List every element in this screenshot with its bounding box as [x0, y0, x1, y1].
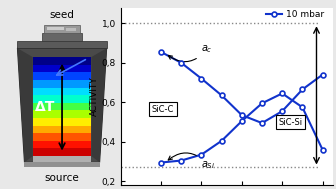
- Polygon shape: [33, 133, 91, 141]
- Polygon shape: [33, 88, 91, 95]
- Polygon shape: [33, 141, 91, 148]
- Polygon shape: [33, 118, 91, 125]
- Polygon shape: [47, 27, 65, 30]
- Polygon shape: [17, 48, 33, 162]
- Polygon shape: [17, 41, 107, 48]
- Polygon shape: [33, 125, 91, 133]
- Polygon shape: [33, 72, 91, 80]
- Polygon shape: [42, 33, 82, 41]
- Polygon shape: [17, 48, 107, 162]
- Y-axis label: ACTIVITY: ACTIVITY: [90, 77, 99, 116]
- Polygon shape: [33, 148, 91, 156]
- Polygon shape: [33, 65, 91, 72]
- Text: $a_c$: $a_c$: [168, 43, 213, 62]
- Text: $a_{Si}$: $a_{Si}$: [168, 153, 216, 171]
- Polygon shape: [91, 48, 107, 162]
- Text: seed: seed: [50, 10, 75, 20]
- Polygon shape: [33, 57, 91, 65]
- Polygon shape: [33, 110, 91, 118]
- Polygon shape: [33, 80, 91, 88]
- Polygon shape: [66, 29, 76, 31]
- Text: source: source: [45, 173, 79, 183]
- Polygon shape: [33, 103, 91, 110]
- Polygon shape: [44, 25, 80, 33]
- Text: SiC-Si: SiC-Si: [278, 118, 302, 127]
- Polygon shape: [33, 156, 91, 167]
- Polygon shape: [25, 162, 99, 167]
- Polygon shape: [33, 95, 91, 103]
- Legend: 10 mbar: 10 mbar: [266, 10, 324, 19]
- Text: SiC-C: SiC-C: [152, 105, 174, 114]
- Text: ΔT: ΔT: [35, 100, 56, 114]
